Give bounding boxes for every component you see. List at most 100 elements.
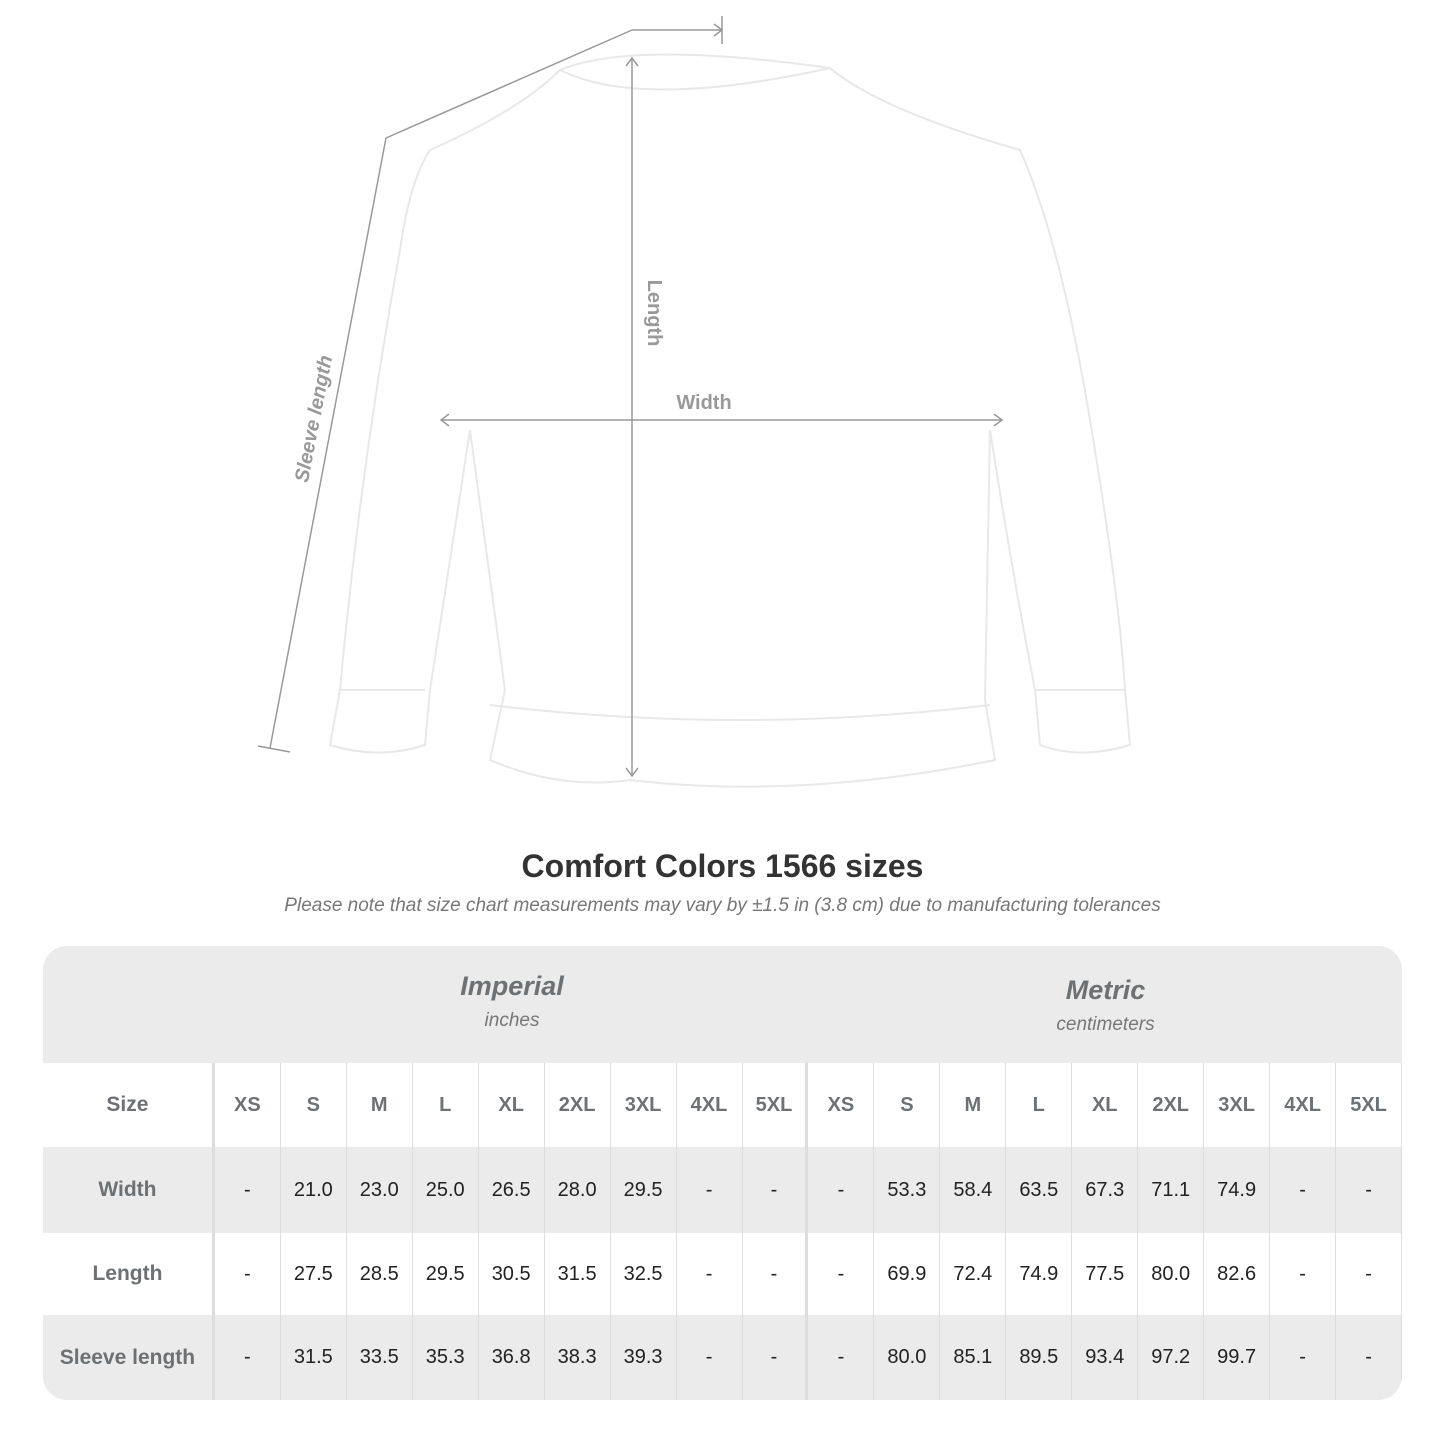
size-header-metric: S [874,1063,941,1147]
cell-imperial: 31.5 [545,1233,611,1315]
size-header-imperial: M [347,1063,413,1147]
cell-metric: 82.6 [1204,1233,1271,1315]
cell-metric: 99.7 [1204,1315,1271,1400]
tolerance-note: Please note that size chart measurements… [284,895,1161,916]
cell-imperial: - [743,1315,809,1400]
cell-metric: 85.1 [940,1315,1007,1400]
page-title: Comfort Colors 1566 sizes [521,848,924,884]
size-header-metric: 5XL [1336,1063,1402,1147]
width-arrow-right [993,413,1004,427]
cell-metric: 72.4 [940,1233,1007,1315]
size-header-metric: M [940,1063,1007,1147]
cell-imperial: - [743,1233,809,1315]
cell-metric: - [1270,1147,1337,1233]
size-header-imperial: 4XL [677,1063,743,1147]
size-header-metric: 2XL [1138,1063,1205,1147]
cell-imperial: - [677,1233,743,1315]
cell-metric: - [1270,1233,1337,1315]
measure-lines [257,16,1004,778]
cell-metric: - [1336,1233,1402,1315]
size-header-metric: XL [1072,1063,1139,1147]
cell-imperial: 31.5 [281,1315,347,1400]
cell-imperial: 30.5 [479,1233,545,1315]
metric-header: Metric centimeters [809,946,1402,1063]
size-header-metric: 3XL [1204,1063,1271,1147]
cell-metric: - [808,1315,875,1400]
cell-metric: 74.9 [1204,1147,1271,1233]
sleeve-line-top [385,29,633,139]
cell-imperial: 21.0 [281,1147,347,1233]
cell-metric: 80.0 [1138,1233,1205,1315]
table-row: Sleeve length -31.5 33.5 35.3 36.8 38.3 39.3- -… [43,1315,1402,1400]
cell-metric: - [808,1233,875,1315]
cell-metric: - [1336,1315,1402,1400]
cell-imperial: 39.3 [611,1315,677,1400]
imperial-header: Imperial inches [215,946,809,1063]
size-table: Imperial inches Metric centimeters Size X… [43,946,1402,1400]
imperial-title: Imperial [460,971,564,1001]
metric-unit: centimeters [1056,1014,1155,1035]
cell-imperial: 28.5 [347,1233,413,1315]
row-label: Width [43,1147,215,1233]
size-header-metric: L [1006,1063,1073,1147]
cell-imperial: - [215,1233,281,1315]
cell-metric: - [808,1147,875,1233]
cell-metric: 97.2 [1138,1315,1205,1400]
metric-title: Metric [1065,975,1146,1005]
sleeve-length-label: Sleeve length [291,353,337,484]
cell-imperial: 32.5 [611,1233,677,1315]
size-header-imperial: S [281,1063,347,1147]
cell-imperial: 38.3 [545,1315,611,1400]
size-header-imperial: XS [215,1063,281,1147]
row-label: Size [43,1063,215,1147]
size-header-metric: 4XL [1270,1063,1337,1147]
cell-metric: 67.3 [1072,1147,1139,1233]
row-label: Sleeve length [43,1315,215,1400]
cell-metric: 53.3 [874,1147,941,1233]
cell-imperial: 36.8 [479,1315,545,1400]
cell-metric: 77.5 [1072,1233,1139,1315]
width-arrow-left [439,413,450,427]
cell-imperial: - [677,1315,743,1400]
cell-imperial: 23.0 [347,1147,413,1233]
cell-imperial: - [215,1147,281,1233]
cell-metric: 93.4 [1072,1315,1139,1400]
cell-imperial: 25.0 [413,1147,479,1233]
cell-metric: - [1336,1147,1402,1233]
cell-metric: 63.5 [1006,1147,1073,1233]
size-header-metric: XS [808,1063,875,1147]
length-label: Length [643,280,665,347]
unit-header: Imperial inches Metric centimeters [43,946,1402,1063]
table-row: Width -21.0 23.0 25.0 26.5 28.0 29.5- - -53.3 58.… [43,1147,1402,1233]
cell-imperial: 33.5 [347,1315,413,1400]
cell-metric: 71.1 [1138,1147,1205,1233]
cell-imperial: 28.0 [545,1147,611,1233]
cell-metric: 58.4 [940,1147,1007,1233]
cell-imperial: 29.5 [413,1233,479,1315]
length-arrow-bottom [625,767,639,778]
size-header-imperial: 3XL [611,1063,677,1147]
cell-imperial: 26.5 [479,1147,545,1233]
size-header-imperial: 2XL [545,1063,611,1147]
cell-imperial: - [677,1147,743,1233]
cell-imperial: 29.5 [611,1147,677,1233]
sleeve-line [269,137,387,749]
cell-imperial: - [743,1147,809,1233]
cell-imperial: - [215,1315,281,1400]
imperial-unit: inches [484,1010,540,1031]
sweatshirt-diagram: Length Width Sleeve length [257,16,1132,788]
cell-metric: 89.5 [1006,1315,1073,1400]
size-header-imperial: XL [479,1063,545,1147]
row-label: Length [43,1233,215,1315]
cell-metric: - [1270,1315,1337,1400]
width-label: Width [676,392,731,414]
size-header-imperial: L [413,1063,479,1147]
cell-imperial: 35.3 [413,1315,479,1400]
size-header-imperial: 5XL [743,1063,809,1147]
length-arrow-top [625,56,639,67]
table-row: Length -27.5 28.5 29.5 30.5 31.5 32.5- - -69.9 72… [43,1233,1402,1315]
cell-imperial: 27.5 [281,1233,347,1315]
size-header-row: Size XS S M L XL 2XL 3XL 4XL 5XL XS S M L XL 2XL 3XL 4XL 5… [43,1063,1402,1147]
cell-metric: 80.0 [874,1315,941,1400]
cell-metric: 74.9 [1006,1233,1073,1315]
